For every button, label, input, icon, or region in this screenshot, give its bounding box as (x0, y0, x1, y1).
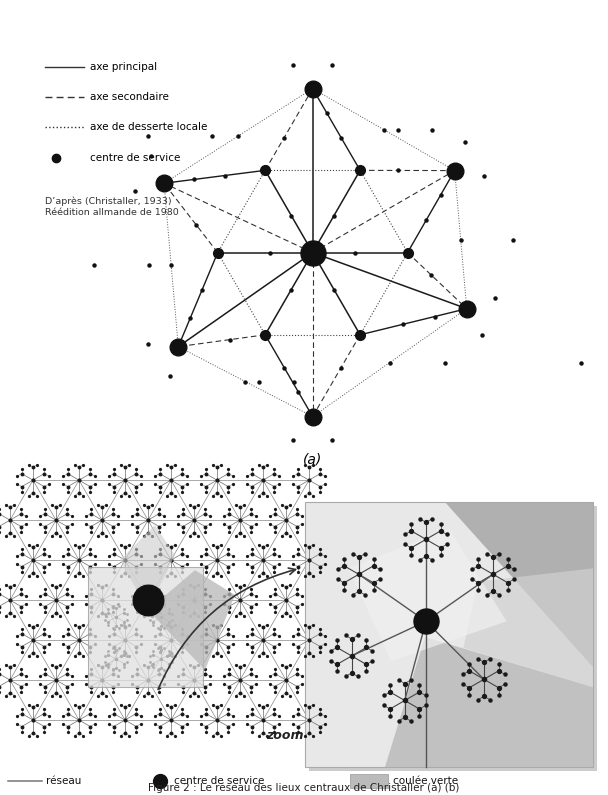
Bar (88, 567, 203, 687)
Polygon shape (148, 570, 235, 670)
Text: D’après (Christaller, 1933)
Réédition allmande de 1980: D’après (Christaller, 1933) Réédition al… (45, 197, 179, 217)
Text: coulée verte: coulée verte (393, 776, 458, 786)
Polygon shape (120, 525, 175, 610)
Text: axe principal: axe principal (91, 62, 157, 72)
Text: réseau: réseau (46, 776, 81, 786)
Text: centre de service: centre de service (174, 776, 264, 786)
Text: zoom: zoom (266, 728, 304, 742)
Text: axe de desserte locale: axe de desserte locale (91, 122, 208, 133)
Text: Figure 2 : Le réseau des lieux centraux de Christaller (a) (b): Figure 2 : Le réseau des lieux centraux … (148, 783, 460, 793)
Polygon shape (348, 529, 506, 661)
Bar (309, 506, 597, 771)
Bar (305, 502, 593, 767)
Text: axe secondaire: axe secondaire (91, 92, 169, 103)
Text: (a): (a) (303, 452, 322, 467)
Bar (350, 774, 388, 788)
Polygon shape (445, 502, 593, 667)
Polygon shape (385, 637, 593, 767)
Text: centre de service: centre de service (91, 153, 181, 163)
FancyArrowPatch shape (158, 568, 295, 689)
Polygon shape (463, 568, 593, 688)
